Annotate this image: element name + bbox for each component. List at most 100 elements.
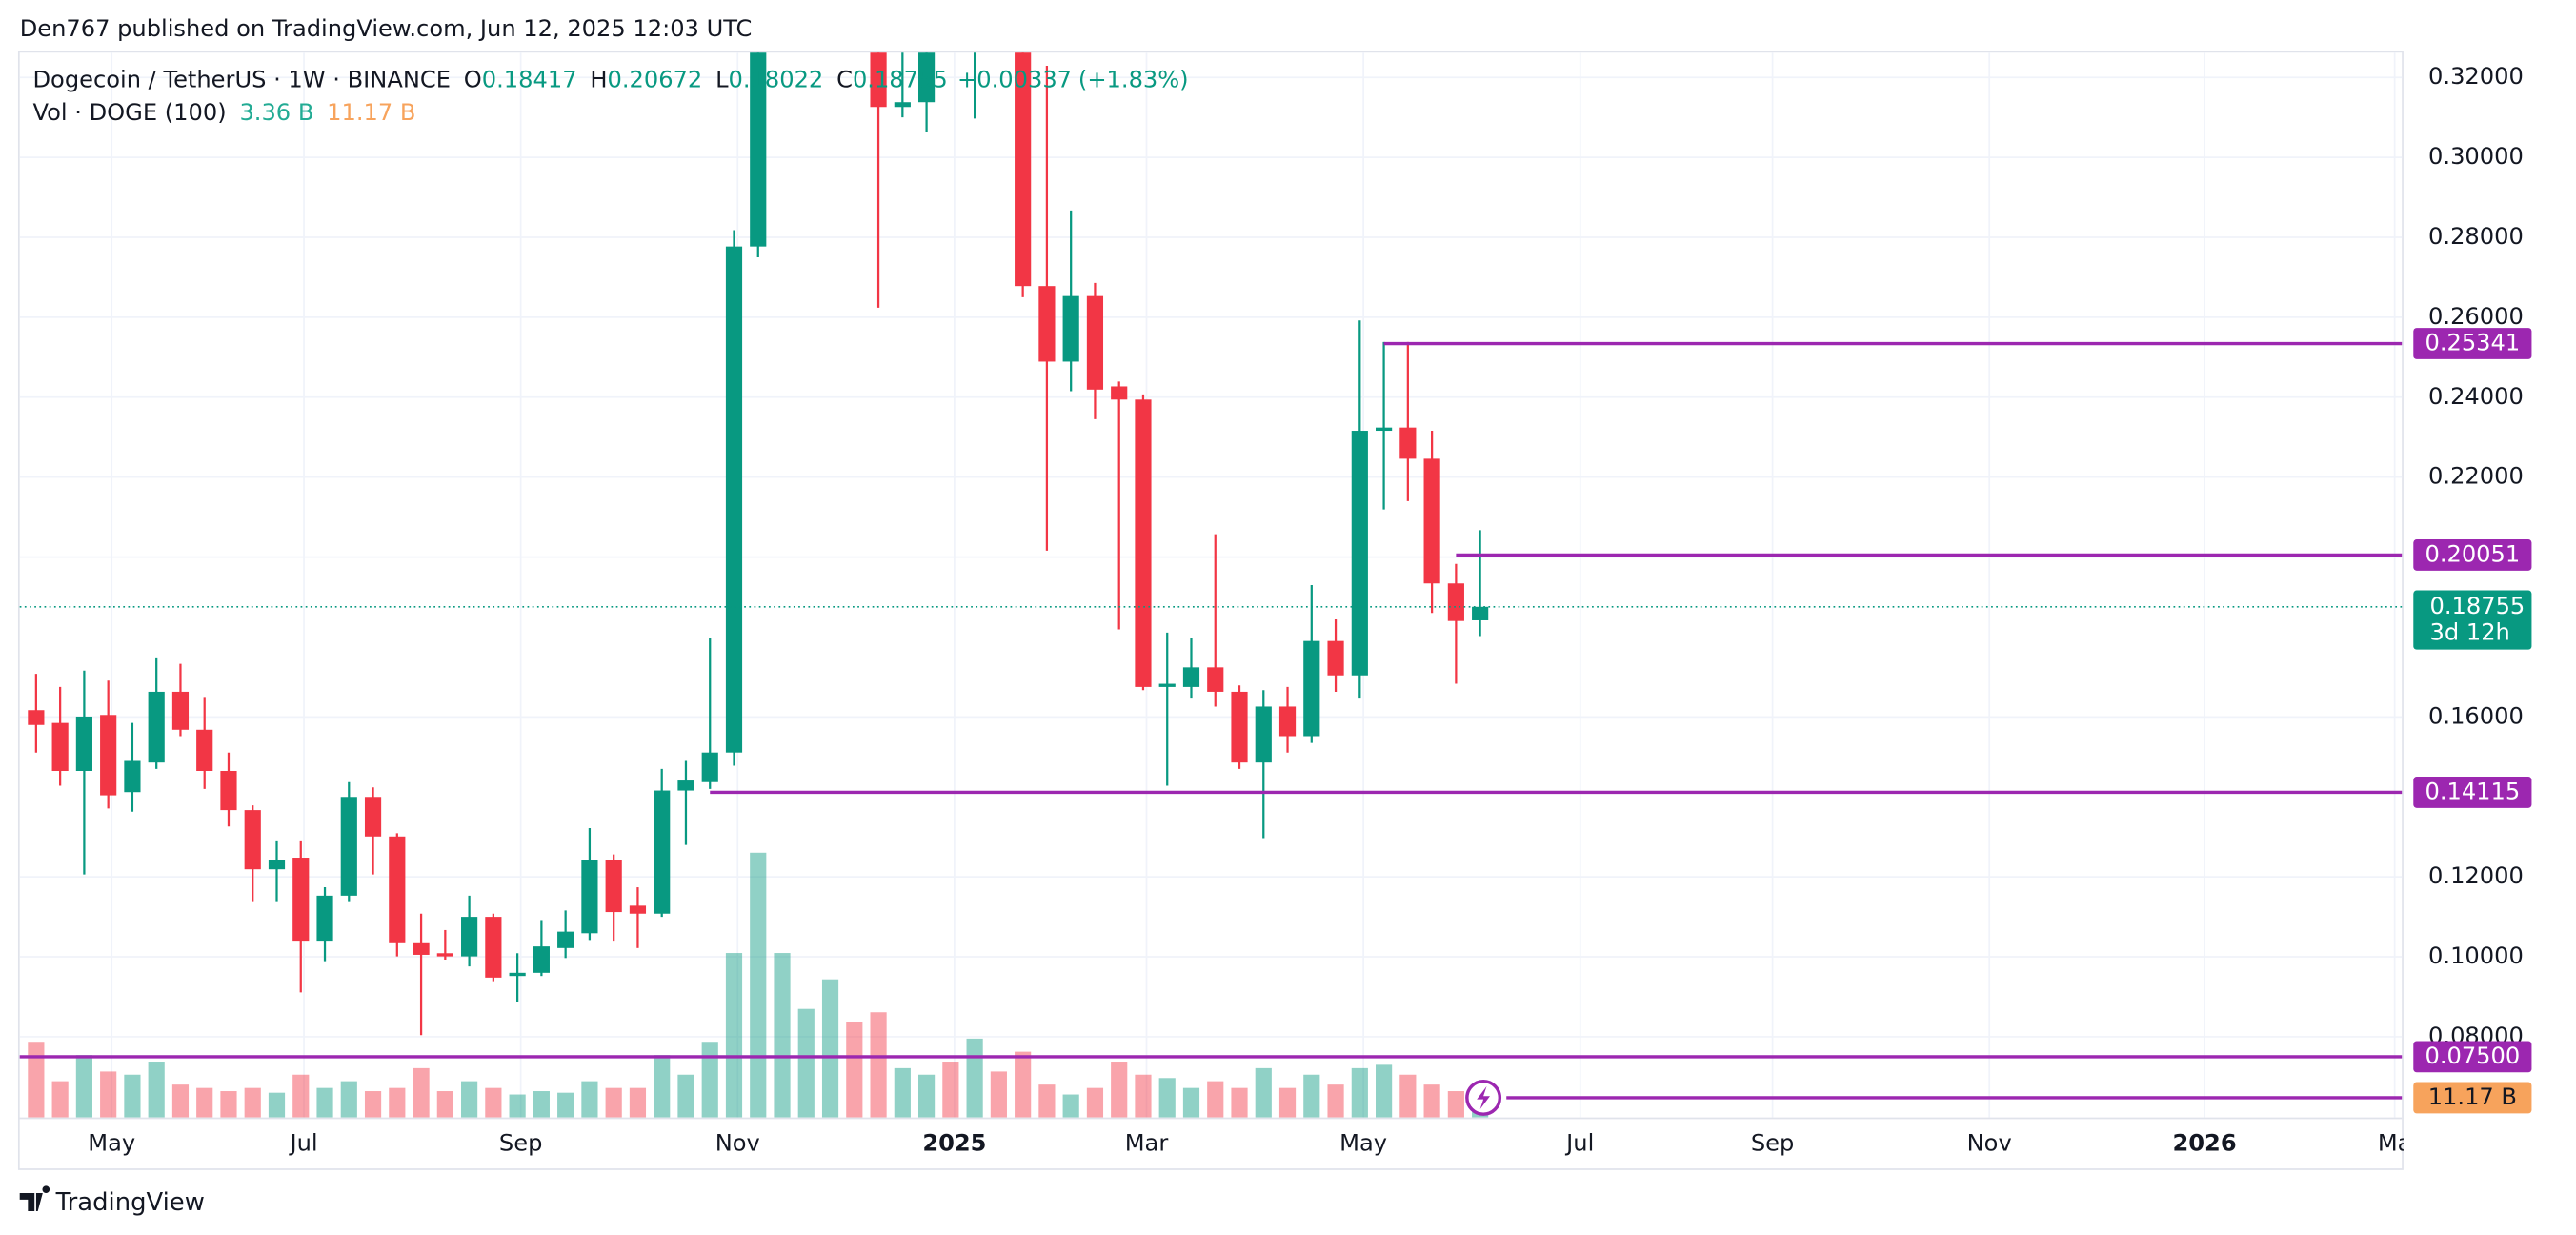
candle-body [1423,458,1440,584]
candle-body [171,691,190,730]
candle-body [1327,640,1344,676]
volume-bar [1231,1087,1248,1118]
y-tick-label: 0.26000 [2428,303,2524,330]
volume-bar [1111,1062,1128,1118]
candle-body [244,810,261,870]
candle-body [413,942,430,955]
volume-bar [750,852,767,1118]
candle-body [918,52,936,103]
candle-body [1062,295,1079,362]
volume-bar [1278,1087,1297,1118]
legend-item: +0.00337 [957,67,1072,93]
candle-body [1351,431,1368,676]
y-tick-label: 0.16000 [2428,702,2524,729]
y-tick-label: 0.30000 [2428,143,2524,170]
level-label-box [2413,777,2532,808]
volume-bar [870,1012,887,1118]
volume-bar [1207,1081,1224,1118]
volume-bar [148,1062,165,1118]
candle-body [677,780,694,791]
volume-bar [196,1087,213,1118]
candle-body [894,102,911,108]
volume-bar [894,1067,911,1118]
candle-body [557,931,574,948]
overlays [19,341,2403,1116]
volume-bar [1447,1091,1464,1118]
y-tick-label: 0.24000 [2428,383,2524,410]
countdown: 3d 12h [2430,618,2510,645]
volume-bar [1038,1084,1056,1118]
volume-bar [1015,1051,1032,1118]
level-label: 0.14115 [2425,778,2520,804]
level-label-box [2413,328,2532,359]
candle-body [100,715,117,796]
volume-bar [124,1074,141,1118]
legend-item: 0.20672 [608,67,703,93]
volume-bar [51,1081,69,1118]
candle-body [1375,427,1393,432]
candle-body [196,729,213,771]
candle-body [28,710,45,725]
volume-bar [75,1055,92,1118]
candle-body [124,760,141,793]
legend-item: 3.36 B [239,99,313,126]
volume-bar [485,1087,502,1118]
candle-body [1447,583,1464,621]
volume-bar [774,953,791,1118]
candle-body [1182,667,1200,687]
legend-item: 0.18022 [729,67,824,93]
volume-bar [340,1081,357,1118]
x-tick-label: May [88,1129,135,1156]
candle-body [1278,706,1297,737]
candle-body [316,895,333,942]
candle-body [629,905,647,914]
level-label-box [2413,1041,2532,1073]
volume-bar [1303,1074,1320,1118]
volume-bar [292,1074,310,1118]
y-tick-label: 0.28000 [2428,223,2524,250]
candle-body [389,836,406,943]
candle-body [750,52,767,247]
volume-bar [797,1008,815,1118]
volume-bar [1135,1074,1152,1118]
x-tick-label: 2026 [2172,1129,2236,1156]
volume-bar [1399,1074,1417,1118]
legend-item: 0.18417 [482,67,577,93]
volume-bar [1351,1067,1368,1118]
volume-bar [509,1094,526,1118]
candle-body [1135,399,1152,687]
candle-body [268,860,286,870]
volume-bar [244,1087,261,1118]
volume-bar [581,1081,598,1118]
legend-item: C [836,67,853,93]
volume-bar [436,1091,453,1118]
candles [28,52,1489,1036]
candle-body [725,246,743,753]
candle-body [605,860,622,913]
volume-bar [918,1074,936,1118]
volume-bar [1062,1094,1079,1118]
last-price-label: 0.18755 [2430,593,2526,619]
volume-bar [629,1087,647,1118]
x-tick-label: 2025 [922,1129,986,1156]
volume-bar [28,1042,45,1118]
legend-main: Dogecoin / TetherUS · 1W · BINANCE O0.184… [32,67,1188,93]
candle-body [1207,667,1224,692]
candle-body [485,917,502,978]
x-tick-label: Mar [1125,1129,1169,1156]
volume-bar [220,1091,237,1118]
candle-body [436,953,453,957]
volume-ma-label: 11.17 B [2428,1083,2517,1110]
candle-body [75,716,92,771]
volume-bar [654,1055,671,1118]
grid [19,52,2403,1118]
legend-item: Vol · DOGE (100) [32,99,226,126]
footer: TradingView [55,1188,205,1217]
y-tick-label: 0.12000 [2428,862,2524,889]
x-tick-label: Nov [1967,1129,2012,1156]
volume-bar [268,1092,286,1118]
legend-item: O [464,67,482,93]
candle-body [1015,52,1032,287]
candle-body [1472,606,1489,620]
volume-bar [461,1081,478,1118]
